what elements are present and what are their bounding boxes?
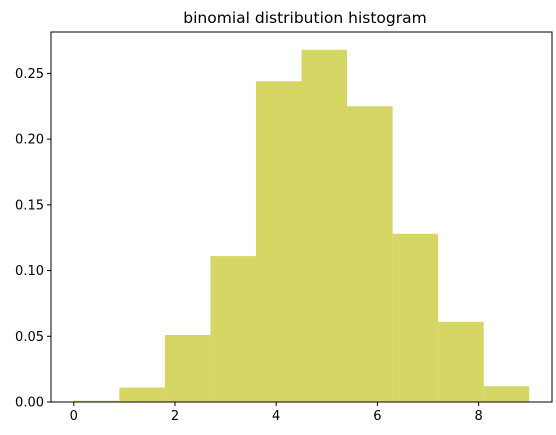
histogram-bar xyxy=(347,106,393,402)
y-tick-label: 0.00 xyxy=(15,396,44,411)
x-tick-label: 4 xyxy=(272,409,280,424)
histogram-bar xyxy=(483,386,530,402)
x-tick-label: 0 xyxy=(70,409,78,424)
histogram-bar xyxy=(119,387,165,402)
x-tick-label: 2 xyxy=(171,409,179,424)
bars-group xyxy=(73,49,530,402)
y-tick-label: 0.25 xyxy=(15,67,44,82)
histogram-bar xyxy=(392,233,439,402)
x-tick-label: 8 xyxy=(474,409,482,424)
x-tick-label: 6 xyxy=(373,409,381,424)
histogram-bar xyxy=(73,400,120,402)
chart-title: binomial distribution histogram xyxy=(183,9,426,27)
y-tick-label: 0.10 xyxy=(15,264,44,279)
axes-group: 0 2 4 6 8 0.00 0.05 0.10 0.15 0.20 0.25 xyxy=(15,31,553,424)
histogram-bar xyxy=(255,81,302,402)
histogram-bar xyxy=(438,321,484,402)
histogram-bar xyxy=(164,334,211,402)
y-tick-label: 0.20 xyxy=(15,133,44,148)
histogram-bar xyxy=(301,49,348,402)
y-tick-label: 0.05 xyxy=(15,330,44,345)
y-tick-label: 0.15 xyxy=(15,198,44,213)
histogram-bar xyxy=(210,256,256,402)
plot-frame xyxy=(50,31,553,403)
